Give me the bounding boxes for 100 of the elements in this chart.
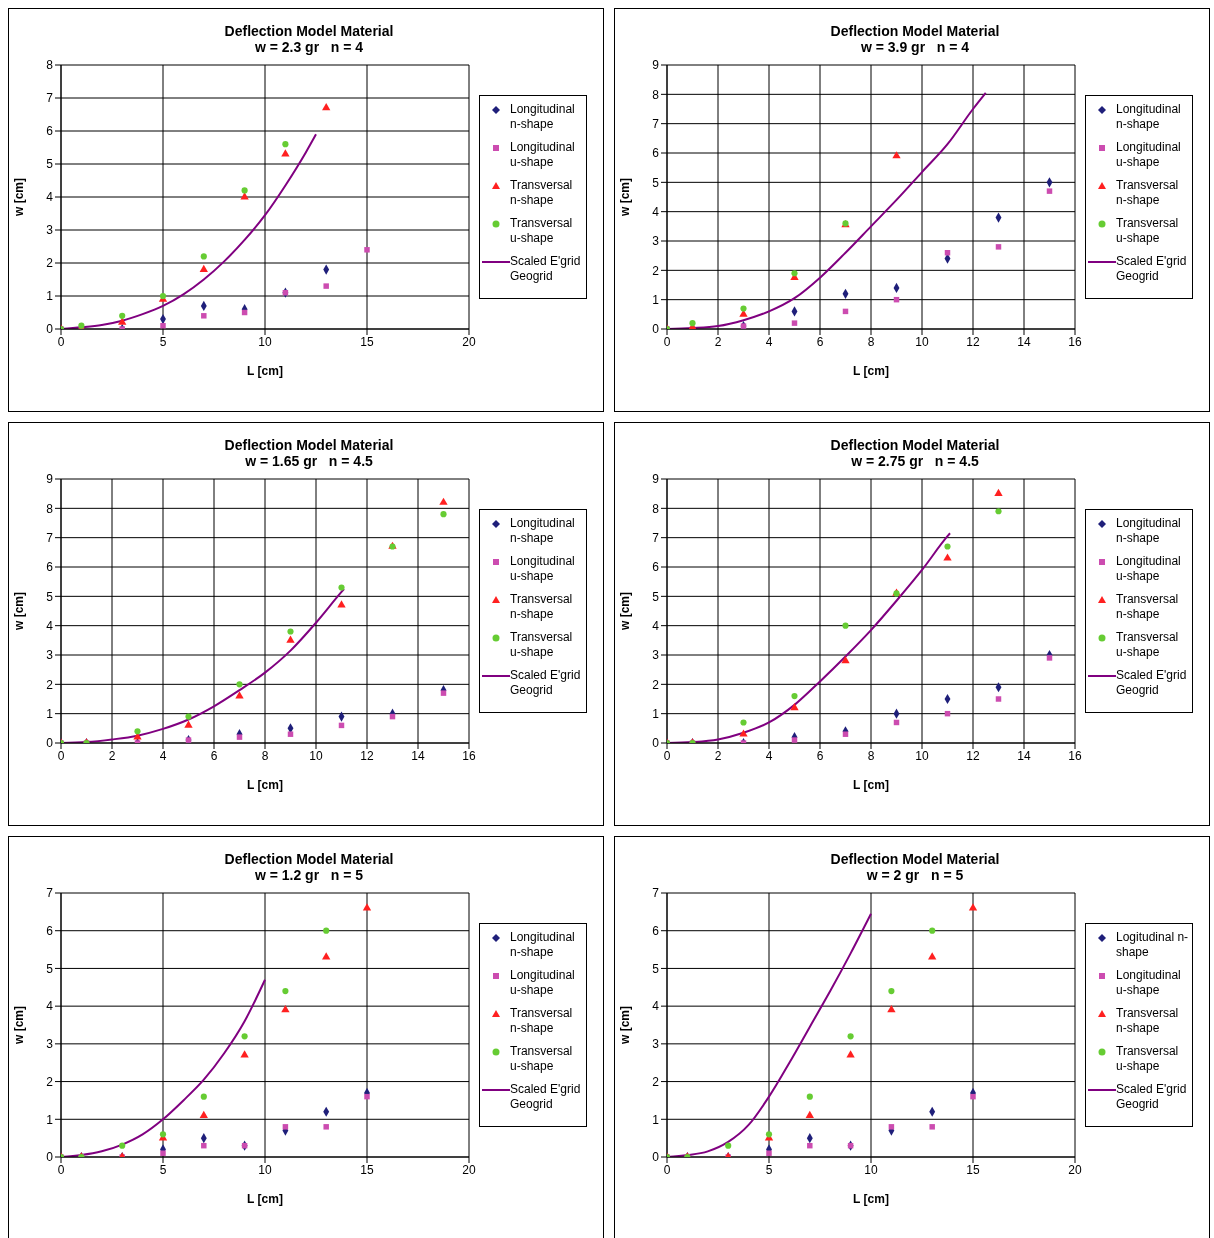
y-tick-label: 3 [652, 234, 660, 249]
y-tick-label: 7 [652, 116, 660, 131]
x-tick-label: 0 [57, 334, 65, 349]
x-tick-label: 16 [1068, 748, 1082, 763]
y-tick-label: 2 [652, 1074, 660, 1089]
x-axis-title: L [cm] [853, 778, 889, 792]
legend-label: Longitudinal u-shape [510, 554, 576, 584]
chart-subtitle: w = 1.65 gr n = 4.5 [244, 453, 374, 469]
x-tick-label: 6 [816, 748, 824, 763]
y-tick-label: 3 [652, 1037, 660, 1052]
x-tick-label: 0 [57, 748, 65, 763]
x-tick-label: 10 [258, 1162, 272, 1177]
y-tick-label: 0 [46, 322, 54, 337]
y-tick-label: 9 [652, 58, 660, 73]
x-tick-label: 10 [309, 748, 323, 763]
y-axis-title: w [cm] [12, 591, 27, 632]
legend-label: Longitudinal u-shape [510, 140, 576, 170]
y-tick-label: 6 [652, 923, 660, 938]
legend-label: Longitudinal n-shape [510, 516, 576, 546]
x-tick-label: 20 [1068, 1162, 1082, 1177]
y-tick-label: 0 [652, 322, 660, 337]
legend-label: Scaled E'grid Geogrid [1116, 254, 1188, 284]
legend-label: Transversal u-shape [1116, 216, 1180, 246]
x-tick-label: 8 [261, 748, 269, 763]
y-axis-title: w [cm] [618, 177, 633, 218]
y-tick-label: 4 [46, 190, 54, 205]
y-tick-label: 2 [46, 256, 54, 271]
x-tick-label: 6 [210, 748, 218, 763]
x-tick-label: 8 [867, 748, 875, 763]
x-axis-title: L [cm] [247, 778, 283, 792]
x-tick-label: 14 [1017, 748, 1031, 763]
x-tick-label: 12 [966, 748, 980, 763]
y-tick-label: 4 [652, 204, 660, 219]
y-axis-title: w [cm] [12, 177, 27, 218]
chart-title: Deflection Model Material [829, 23, 1001, 39]
chart-subtitle: w = 2 gr n = 5 [865, 867, 965, 883]
x-tick-label: 15 [360, 334, 374, 349]
legend-label: Transversal n-shape [510, 1006, 574, 1036]
legend-label: Transversal n-shape [510, 178, 574, 208]
legend-label: Transversal n-shape [1116, 592, 1180, 622]
legend-label: Transversal u-shape [510, 1044, 574, 1074]
legend-label: Longitudinal u-shape [1116, 140, 1182, 170]
chart-title: Deflection Model Material [829, 437, 1001, 453]
legend-label: Longitudinal u-shape [1116, 554, 1182, 584]
x-tick-label: 16 [462, 748, 476, 763]
x-tick-label: 8 [867, 334, 875, 349]
x-tick-label: 10 [915, 748, 929, 763]
legend-label: Transversal n-shape [1116, 1006, 1180, 1036]
y-tick-label: 3 [652, 648, 660, 663]
y-tick-label: 3 [46, 648, 54, 663]
y-tick-label: 4 [46, 999, 54, 1014]
legend-label: Transversal u-shape [1116, 630, 1180, 660]
legend-label: Transversal u-shape [510, 630, 574, 660]
x-tick-label: 15 [966, 1162, 980, 1177]
x-tick-label: 4 [159, 748, 167, 763]
x-axis-title: L [cm] [853, 364, 889, 378]
chart-title: Deflection Model Material [223, 437, 395, 453]
x-tick-label: 0 [663, 334, 671, 349]
chart-title: Deflection Model Material [223, 23, 395, 39]
y-tick-label: 2 [652, 677, 660, 692]
legend-label: Transversal n-shape [510, 592, 574, 622]
y-tick-label: 1 [46, 706, 54, 721]
x-tick-label: 5 [765, 1162, 773, 1177]
chart-subtitle: w = 3.9 gr n = 4 [859, 39, 971, 55]
x-tick-label: 0 [663, 748, 671, 763]
x-tick-label: 4 [765, 334, 773, 349]
x-tick-label: 16 [1068, 334, 1082, 349]
x-tick-label: 0 [57, 1162, 65, 1177]
x-tick-label: 5 [159, 1162, 167, 1177]
legend-label: Longitudinal n-shape [510, 930, 576, 960]
y-tick-label: 2 [46, 677, 54, 692]
chart-title: Deflection Model Material [223, 851, 395, 867]
y-tick-label: 9 [46, 472, 54, 487]
x-tick-label: 20 [462, 1162, 476, 1177]
y-tick-label: 1 [652, 706, 660, 721]
chart-subtitle: w = 2.75 gr n = 4.5 [850, 453, 980, 469]
x-tick-label: 14 [1017, 334, 1031, 349]
y-tick-label: 5 [652, 175, 660, 190]
y-tick-label: 1 [652, 292, 660, 307]
y-tick-label: 5 [46, 589, 54, 604]
y-tick-label: 6 [46, 560, 54, 575]
y-tick-label: 8 [652, 87, 660, 102]
y-tick-label: 0 [46, 1150, 54, 1165]
x-tick-label: 2 [714, 334, 722, 349]
y-tick-label: 8 [46, 58, 54, 73]
legend-label: Longitudinal u-shape [510, 968, 576, 998]
y-axis-title: w [cm] [12, 1005, 27, 1046]
y-tick-label: 5 [652, 589, 660, 604]
y-tick-label: 0 [652, 736, 660, 751]
x-tick-label: 12 [966, 334, 980, 349]
y-tick-label: 8 [46, 501, 54, 516]
legend-label: Scaled E'grid Geogrid [510, 668, 582, 698]
x-tick-label: 0 [663, 1162, 671, 1177]
y-tick-label: 7 [46, 91, 54, 106]
y-tick-label: 8 [652, 501, 660, 516]
y-tick-label: 1 [46, 1112, 54, 1127]
y-tick-label: 6 [46, 124, 54, 139]
y-tick-label: 7 [46, 886, 54, 901]
legend-label: Logitudinal n-shape [1116, 930, 1190, 960]
x-tick-label: 10 [915, 334, 929, 349]
